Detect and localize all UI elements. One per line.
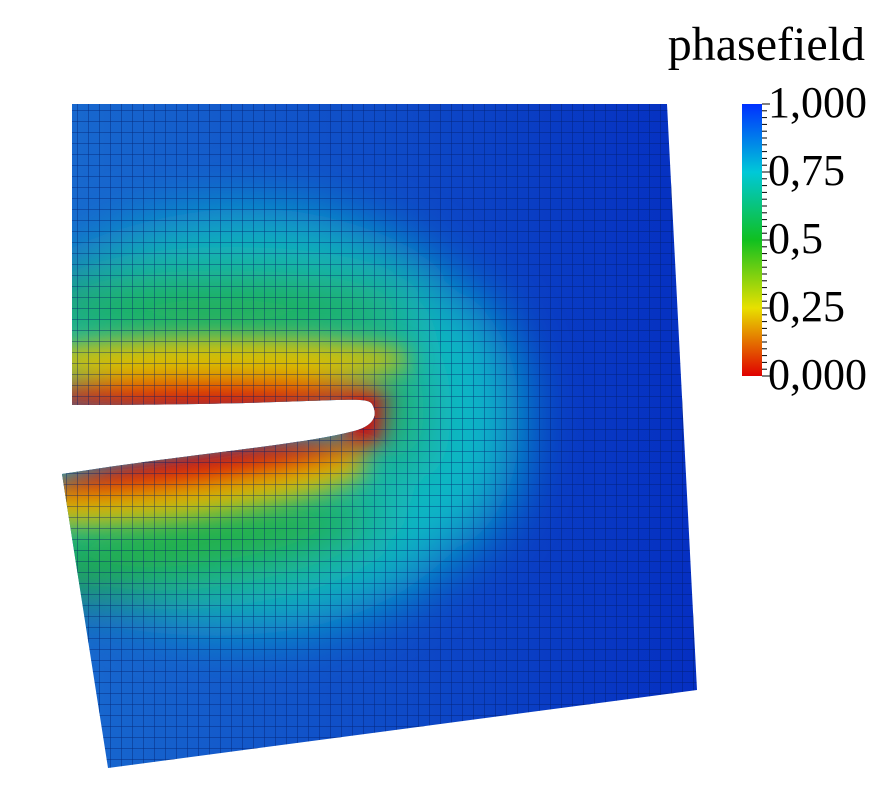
legend-label: 0,000 bbox=[768, 350, 867, 399]
color-bar-ticks bbox=[762, 103, 770, 377]
legend-label: 1,000 bbox=[768, 78, 867, 127]
legend-label: 0,25 bbox=[768, 282, 845, 331]
legend-label: 0,75 bbox=[768, 146, 845, 195]
color-bar bbox=[742, 104, 762, 376]
legend-title: phasefield bbox=[668, 18, 865, 71]
legend-label: 0,5 bbox=[768, 214, 823, 263]
